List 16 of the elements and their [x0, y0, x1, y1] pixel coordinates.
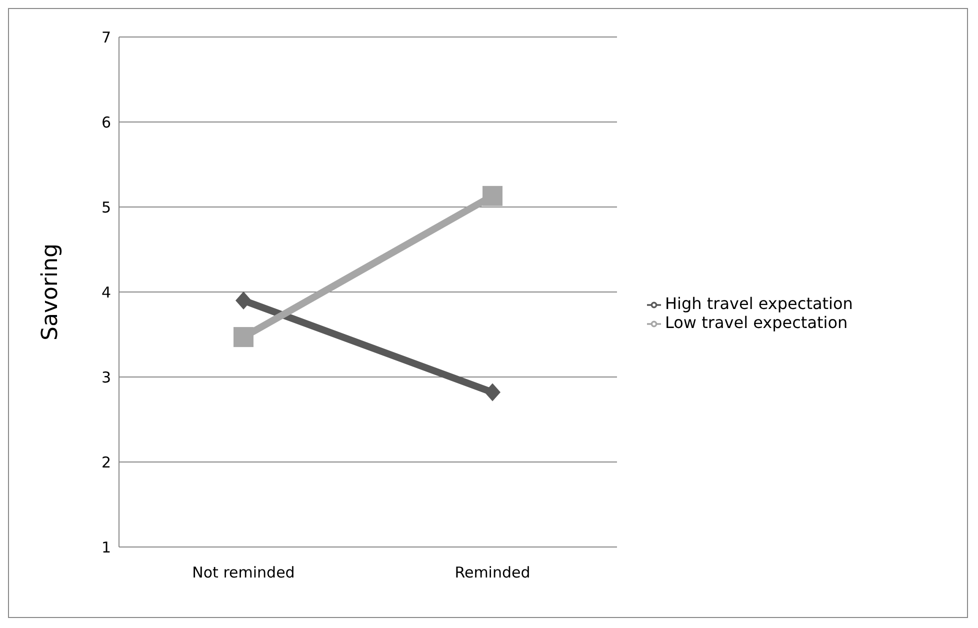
legend-label: Low travel expectation [665, 313, 848, 332]
legend-label: High travel expectation [665, 294, 853, 313]
y-axis-title: Savoring [38, 244, 63, 340]
point [484, 383, 500, 402]
y-tick-label: 1 [101, 538, 111, 556]
y-tick-label: 7 [101, 28, 111, 46]
y-tick-label: 3 [101, 368, 111, 386]
x-tick-label: Not reminded [192, 564, 295, 582]
x-tick-label: Reminded [454, 564, 530, 582]
y-tick-label: 5 [101, 198, 111, 216]
point [236, 292, 252, 310]
y-tick-label: 2 [101, 453, 111, 472]
point [234, 327, 254, 348]
y-tick-label: 4 [101, 283, 111, 302]
y-tick-label: 6 [101, 113, 111, 132]
point [482, 186, 502, 206]
